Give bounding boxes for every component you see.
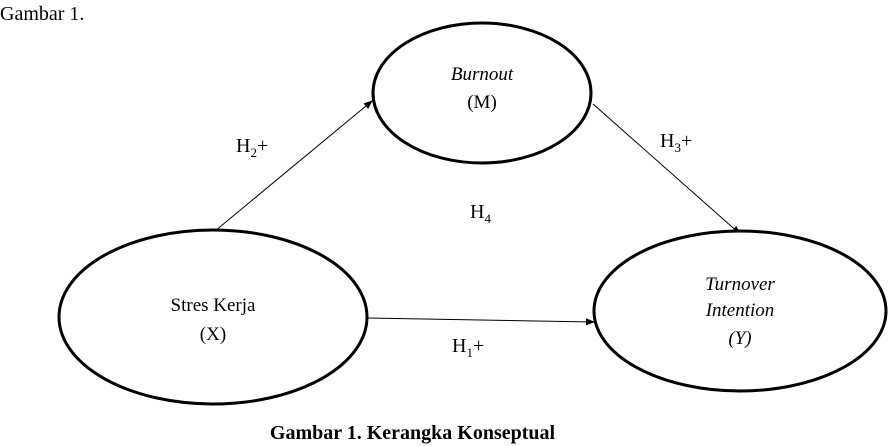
figure-caption: Gambar 1. Kerangka Konseptual: [269, 422, 556, 444]
node-burnout: [371, 21, 593, 165]
label-h1-sub: 1: [466, 345, 473, 360]
label-h1-main: H: [452, 335, 466, 357]
label-h2: H2+: [236, 135, 268, 160]
label-h4-sub: 4: [484, 211, 491, 226]
label-h2-main: H: [236, 135, 250, 157]
node-turnover-line2: Intention: [705, 300, 775, 321]
node-turnover-line1: Turnover: [705, 274, 775, 295]
figure-label: Gambar 1.: [0, 3, 85, 25]
label-h3: H3+: [660, 130, 692, 155]
label-h1-sign: +: [473, 335, 484, 357]
node-burnout-code: (M): [467, 92, 497, 113]
node-turnover-intention: [592, 229, 888, 393]
label-h1: H1+: [452, 335, 484, 360]
label-h2-sign: +: [257, 135, 268, 157]
node-stres-kerja: [57, 228, 369, 406]
label-h4: H4: [470, 201, 491, 226]
node-stres-kerja-code: (X): [200, 324, 226, 345]
label-h4-main: H: [470, 201, 484, 223]
node-stres-kerja-name: Stres Kerja: [171, 295, 257, 316]
arrow-x-to-y: [367, 317, 595, 326]
label-h2-sub: 2: [250, 145, 257, 160]
node-turnover-code: (Y): [728, 328, 751, 349]
label-h3-sub: 3: [674, 140, 681, 155]
label-h3-main: H: [660, 130, 674, 152]
arrow-m-to-y: [592, 103, 741, 235]
label-h3-sign: +: [681, 130, 692, 152]
arrow-x-to-m: [214, 100, 373, 232]
node-burnout-name: Burnout: [451, 64, 514, 85]
